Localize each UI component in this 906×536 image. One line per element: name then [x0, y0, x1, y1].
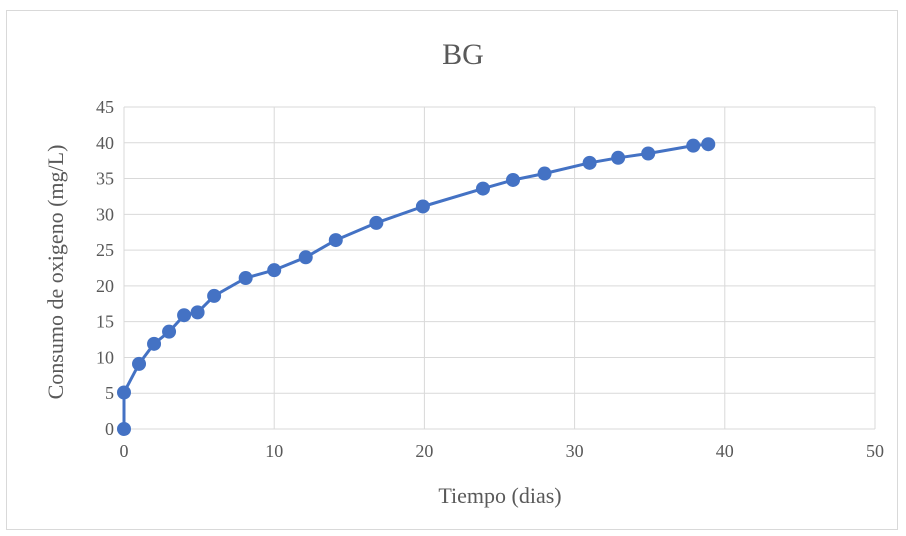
tick-labels: 0 5 10 15 20 25 30 35 40 45 0 10 20 30 40 50 — [96, 97, 884, 461]
y-tick-label: 35 — [96, 169, 114, 189]
y-axis-label: Consumo de oxigeno (mg/L) — [43, 145, 68, 400]
y-tick-label: 0 — [105, 419, 114, 439]
x-tick-label: 50 — [866, 441, 884, 461]
data-point — [147, 336, 162, 351]
data-point — [369, 215, 384, 230]
y-tick-label: 20 — [96, 276, 114, 296]
data-point — [328, 233, 343, 248]
x-tick-label: 30 — [566, 441, 584, 461]
data-point — [238, 271, 253, 286]
y-tick-label: 15 — [96, 312, 114, 332]
y-tick-label: 10 — [96, 347, 114, 367]
data-point — [207, 288, 222, 303]
chart-frame — [6, 10, 898, 530]
y-tick-label: 45 — [96, 97, 114, 117]
data-point — [641, 146, 656, 161]
data-point — [298, 250, 313, 265]
y-tick-label: 5 — [105, 383, 114, 403]
data-point — [177, 308, 192, 323]
x-axis-label: Tiempo (dias) — [438, 483, 561, 508]
series-line — [122, 142, 709, 429]
x-tick-label: 10 — [265, 441, 283, 461]
y-tick-label: 30 — [96, 204, 114, 224]
data-point — [162, 324, 177, 339]
data-point — [117, 385, 131, 400]
data-point — [686, 138, 701, 153]
y-tick-label: 40 — [96, 133, 114, 153]
y-tick-label: 25 — [96, 240, 114, 260]
data-point — [117, 422, 131, 436]
data-point — [506, 172, 521, 187]
data-point — [475, 181, 490, 196]
data-point — [415, 199, 430, 214]
x-tick-label: 40 — [716, 441, 734, 461]
data-point — [267, 263, 282, 278]
x-tick-label: 0 — [120, 441, 129, 461]
data-point — [582, 155, 597, 170]
data-point — [190, 305, 205, 320]
data-point — [537, 166, 552, 181]
x-tick-label: 20 — [415, 441, 433, 461]
chart-title: BG — [442, 38, 484, 71]
data-point — [132, 356, 147, 371]
gridlines — [123, 106, 876, 430]
data-point — [611, 150, 626, 165]
data-series — [117, 137, 716, 436]
data-point — [701, 137, 716, 152]
